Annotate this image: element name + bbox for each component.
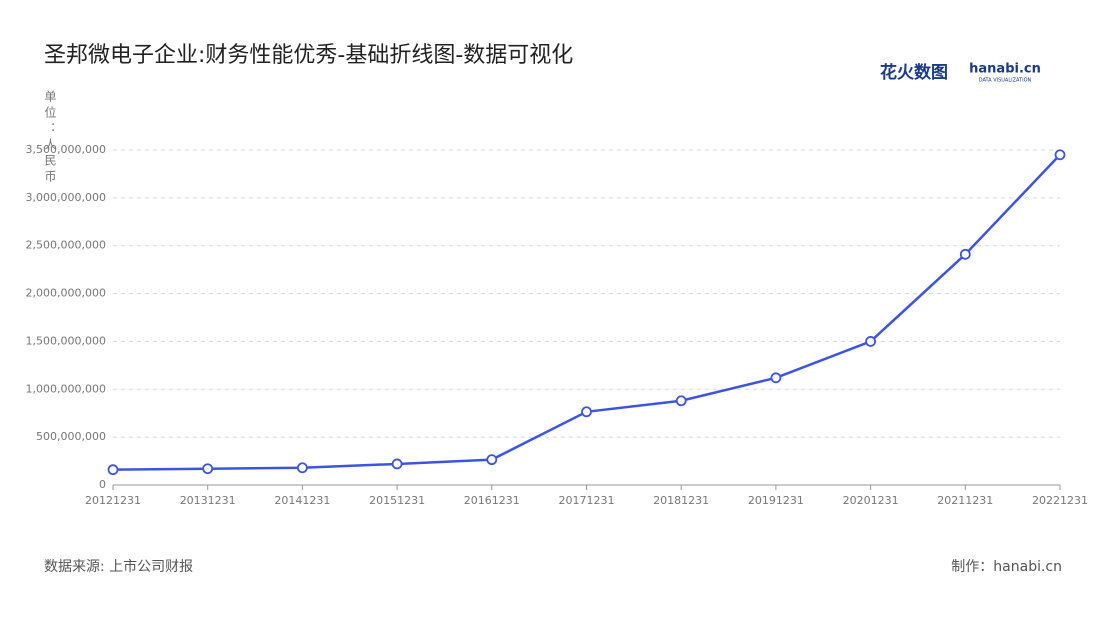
x-tick-label: 20151231 xyxy=(369,494,425,507)
y-tick-label: 500,000,000 xyxy=(36,430,106,443)
data-point xyxy=(581,406,592,418)
x-tick-label: 20221231 xyxy=(1032,494,1088,507)
data-point xyxy=(296,462,308,474)
chart-title: 圣邦微电子企业:财务性能优秀-基础折线图-数据可视化 xyxy=(44,43,573,68)
logo-site: hanabi.cn xyxy=(969,62,1041,77)
y-tick-label: 3,000,000,000 xyxy=(26,191,106,204)
logo-tagline: DATA VISUALIZATION xyxy=(979,78,1032,84)
data-point xyxy=(865,336,876,347)
data-point xyxy=(675,395,687,407)
credit: 制作：hanabi.cn xyxy=(951,559,1062,575)
x-tick-label: 20161231 xyxy=(464,494,520,507)
x-tick-label: 20181231 xyxy=(653,494,709,507)
x-tick-label: 20211231 xyxy=(937,494,993,507)
data-point xyxy=(202,463,214,475)
x-tick-label: 20121231 xyxy=(85,494,141,507)
y-tick-label: 1,500,000,000 xyxy=(26,334,106,347)
data-point xyxy=(391,458,403,470)
y-tick-label: 3,500,000,000 xyxy=(26,143,106,156)
y-tick-label: 1,000,000,000 xyxy=(26,382,106,395)
y-axis-label: 单位：人民币 xyxy=(43,90,57,186)
x-tick-label: 20141231 xyxy=(274,494,330,507)
data-point xyxy=(770,372,782,384)
y-tick-label: 2,500,000,000 xyxy=(26,239,106,252)
data-point xyxy=(959,248,971,260)
logo-brand: 花火数图 xyxy=(880,62,948,83)
source: 数据来源: 上市公司财报 xyxy=(44,558,193,575)
x-tick-label: 20201231 xyxy=(843,494,899,507)
data-point xyxy=(107,464,119,476)
x-tick-label: 20171231 xyxy=(559,494,615,507)
data-point xyxy=(1054,149,1066,161)
x-tick-label: 20191231 xyxy=(748,494,804,507)
data-point xyxy=(486,454,498,466)
x-tick-label: 20131231 xyxy=(180,494,236,507)
y-tick-label: 0 xyxy=(99,478,106,491)
y-tick-label: 2,000,000,000 xyxy=(26,287,106,300)
